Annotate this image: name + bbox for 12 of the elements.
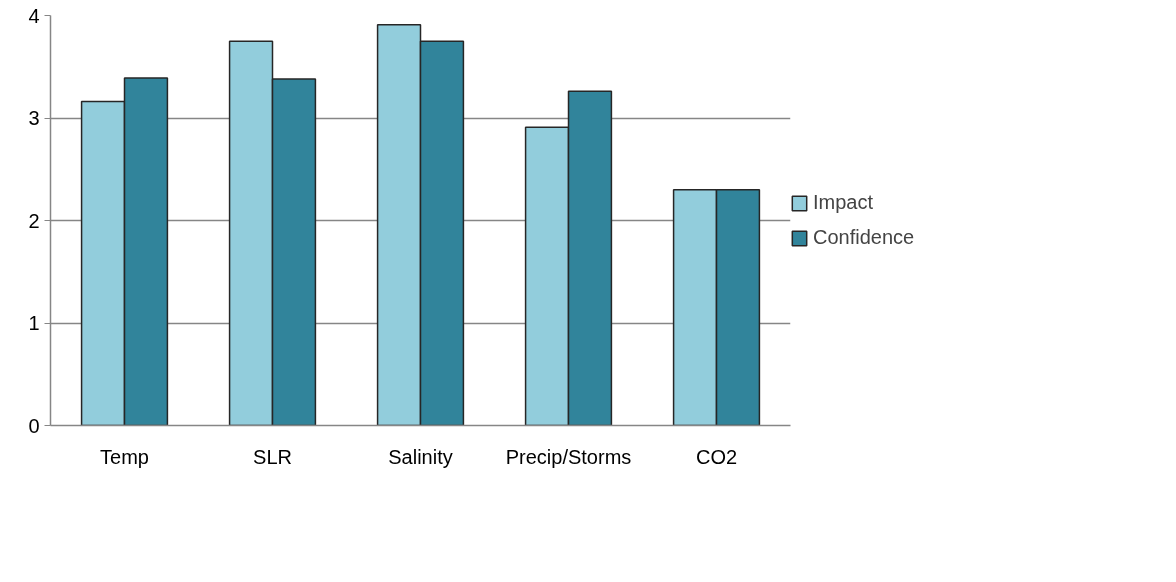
- y-tick-label: 1: [28, 312, 40, 334]
- x-tick-label: SLR: [253, 445, 292, 468]
- y-tick-label: 3: [28, 107, 40, 129]
- x-tick-label: Precip/Storms: [505, 445, 632, 468]
- x-tick-label: Salinity: [388, 445, 453, 468]
- y-tick-label: 0: [28, 414, 40, 437]
- y-tick-label: 4: [28, 4, 40, 27]
- x-tick-label: CO2: [695, 445, 738, 468]
- legend-label: Impact: [813, 191, 874, 214]
- y-tick-label: 2: [28, 209, 40, 232]
- x-tick-label: Temp: [100, 445, 149, 468]
- legend-label: Confidence: [813, 226, 915, 249]
